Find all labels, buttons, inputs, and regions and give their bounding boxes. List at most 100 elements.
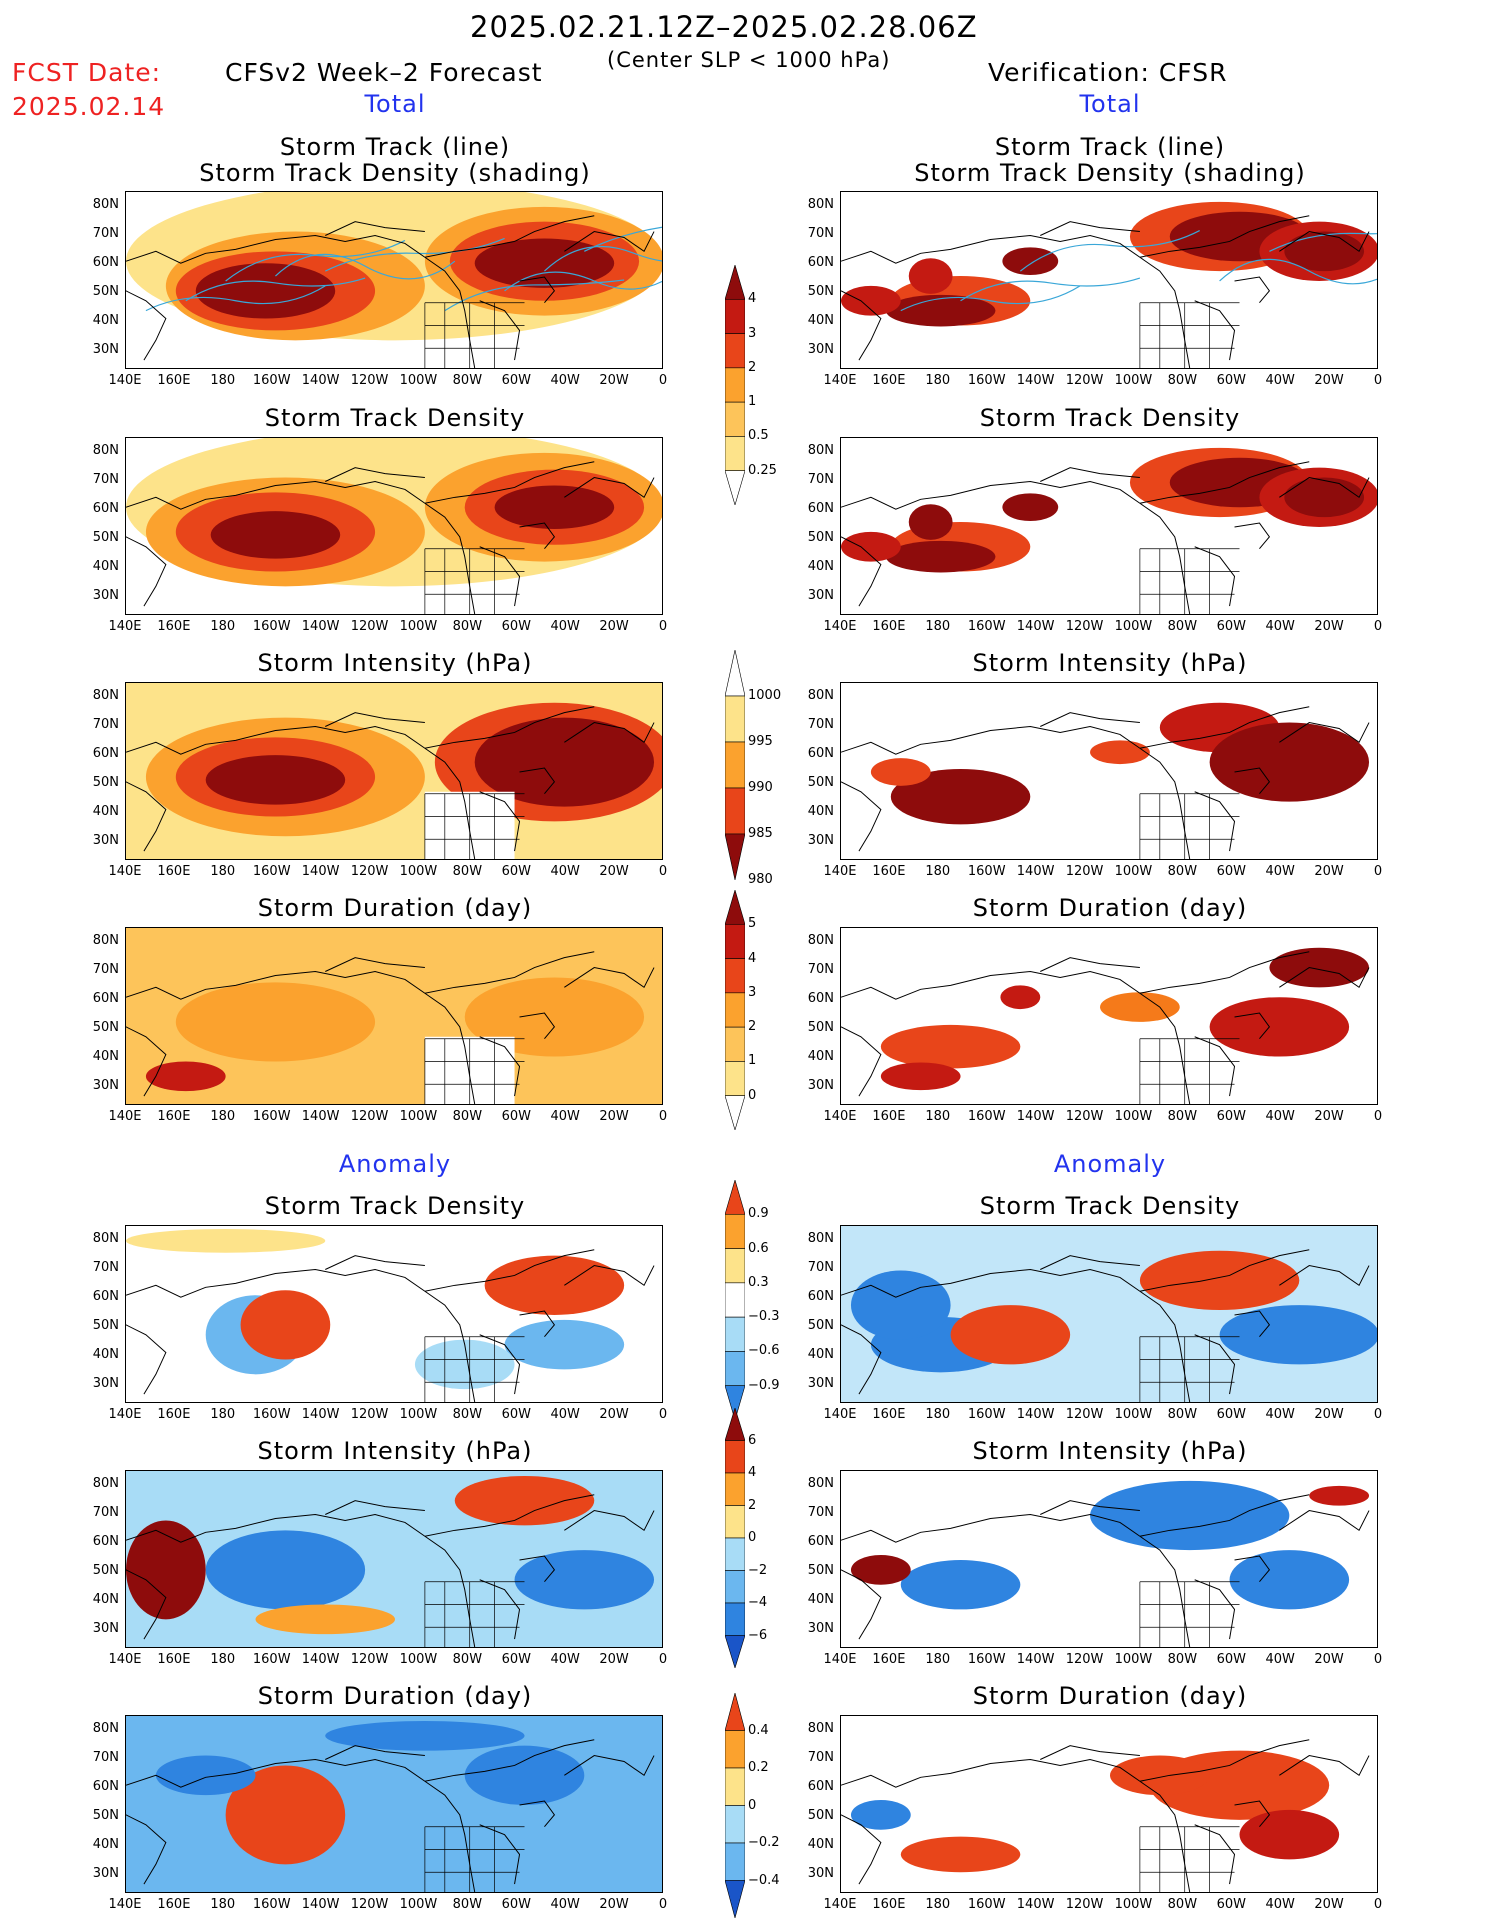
lon-tick-label: 40W (550, 1109, 580, 1124)
lon-tick-label: 160E (872, 1897, 906, 1912)
lon-tick-label: 160W (967, 619, 1006, 634)
lon-tick-label: 20W (599, 1407, 629, 1422)
cbar-anom-intensity-label: 4 (748, 1465, 757, 1480)
lon-tick-label: 40W (1265, 1652, 1295, 1667)
lat-tick-label: 80N (807, 688, 834, 703)
lon-tick-label: 20W (1314, 1407, 1344, 1422)
lat-tick-label: 80N (807, 1231, 834, 1246)
lat-tick-label: 60N (92, 1534, 119, 1549)
lon-tick-label: 0 (658, 864, 668, 879)
lat-tick-label: 80N (807, 197, 834, 212)
forecast-anom-intensity-map (125, 1470, 663, 1648)
cbar-anom-density-label: 0.3 (748, 1274, 769, 1290)
cbar-total-density-label: 2 (748, 359, 757, 375)
lon-tick-label: 0 (658, 1407, 668, 1422)
cbar-total-density-label: 1 (748, 394, 757, 410)
lon-tick-label: 180 (210, 619, 236, 634)
lon-tick-label: 20W (1314, 864, 1344, 879)
lat-tick-label: 50N (807, 775, 834, 790)
lon-tick-label: 140W (301, 1897, 340, 1912)
lon-tick-label: 140W (301, 864, 340, 879)
lat-tick-label: 40N (92, 1049, 119, 1064)
lat-tick-label: 40N (92, 559, 119, 574)
cbar-total-density (724, 263, 746, 507)
lat-tick-label: 80N (807, 1721, 834, 1736)
lon-tick-label: 140E (823, 619, 857, 634)
cbar-total-duration-label: 4 (748, 950, 757, 966)
lon-tick-label: 60W (501, 864, 531, 879)
cbar-total-duration-label: 5 (748, 916, 757, 932)
lat-tick-label: 80N (92, 933, 119, 948)
title-fc-density: Storm Track Density (264, 404, 526, 432)
lon-tick-label: 140W (301, 1109, 340, 1124)
lat-tick-label: 50N (92, 1020, 119, 1035)
lat-tick-label: 50N (92, 1808, 119, 1823)
lon-tick-label: 160W (252, 1407, 291, 1422)
lat-tick-label: 50N (92, 284, 119, 299)
lon-tick-label: 100W (399, 1109, 438, 1124)
slp-criterion: (Center SLP < 1000 hPa) (607, 48, 891, 72)
cbar-anom-duration-label: −0.4 (748, 1872, 780, 1888)
lon-tick-label: 20W (599, 619, 629, 634)
lon-tick-label: 160E (157, 1407, 191, 1422)
lon-tick-label: 80W (1167, 1109, 1198, 1124)
lat-tick-label: 60N (807, 1534, 834, 1549)
lon-tick-label: 80W (452, 1407, 483, 1422)
lon-tick-label: 140W (301, 1652, 340, 1667)
lat-tick-label: 70N (807, 1750, 834, 1765)
lon-tick-label: 0 (1373, 1897, 1383, 1912)
title-vf-anom-intensity: Storm Intensity (hPa) (972, 1437, 1248, 1465)
lon-tick-label: 60W (501, 373, 531, 388)
lon-tick-label: 160W (967, 1407, 1006, 1422)
lon-tick-label: 40W (1265, 1407, 1295, 1422)
lon-tick-label: 160W (252, 619, 291, 634)
lat-tick-label: 30N (92, 588, 119, 603)
lat-tick-label: 40N (807, 1049, 834, 1064)
title-fc-track-shading: Storm Track Density (shading) (199, 159, 591, 187)
lon-tick-label: 160W (967, 864, 1006, 879)
forecast-intensity-map (125, 682, 663, 860)
lon-tick-label: 160W (252, 864, 291, 879)
lon-tick-label: 60W (1216, 619, 1246, 634)
lon-tick-label: 180 (210, 864, 236, 879)
title-vf-anom-duration: Storm Duration (day) (972, 1682, 1248, 1710)
lat-tick-label: 70N (807, 717, 834, 732)
lon-tick-label: 80W (1167, 619, 1198, 634)
lon-tick-label: 20W (1314, 1897, 1344, 1912)
lon-tick-label: 120W (1065, 1109, 1104, 1124)
lon-tick-label: 180 (210, 1407, 236, 1422)
lat-tick-label: 60N (807, 991, 834, 1006)
forecast-anom-duration-map (125, 1715, 663, 1893)
lon-tick-label: 180 (210, 1897, 236, 1912)
cbar-total-density-label: 0.25 (748, 462, 777, 478)
lon-tick-label: 140W (1016, 864, 1055, 879)
lat-tick-label: 30N (92, 342, 119, 357)
lon-tick-label: 160E (872, 1652, 906, 1667)
lon-tick-label: 80W (1167, 864, 1198, 879)
lon-tick-label: 40W (1265, 1109, 1295, 1124)
lat-tick-label: 70N (92, 472, 119, 487)
lon-tick-label: 140E (108, 1897, 142, 1912)
lon-tick-label: 160E (157, 1109, 191, 1124)
lon-tick-label: 140W (1016, 1407, 1055, 1422)
lat-tick-label: 40N (807, 1592, 834, 1607)
lat-tick-label: 80N (92, 1721, 119, 1736)
lon-tick-label: 180 (925, 1109, 951, 1124)
lon-tick-label: 140E (823, 1652, 857, 1667)
cbar-anom-density-label: −0.9 (748, 1377, 780, 1393)
verification-anom-duration-map (840, 1715, 1378, 1893)
lon-tick-label: 20W (599, 1652, 629, 1667)
verification-density-map (840, 437, 1378, 615)
lon-tick-label: 40W (1265, 619, 1295, 634)
lon-tick-label: 120W (1065, 864, 1104, 879)
title-vf-track-line: Storm Track (line) (994, 133, 1226, 161)
cbar-total-intensity-label: 1000 (748, 688, 782, 703)
lon-tick-label: 60W (501, 619, 531, 634)
lon-tick-label: 20W (1314, 1652, 1344, 1667)
lat-tick-label: 70N (92, 226, 119, 241)
lat-tick-label: 30N (807, 1621, 834, 1636)
verification-total-label: Total (1079, 90, 1141, 118)
lon-tick-label: 160W (252, 373, 291, 388)
lon-tick-label: 100W (1114, 1109, 1153, 1124)
lon-tick-label: 100W (1114, 373, 1153, 388)
